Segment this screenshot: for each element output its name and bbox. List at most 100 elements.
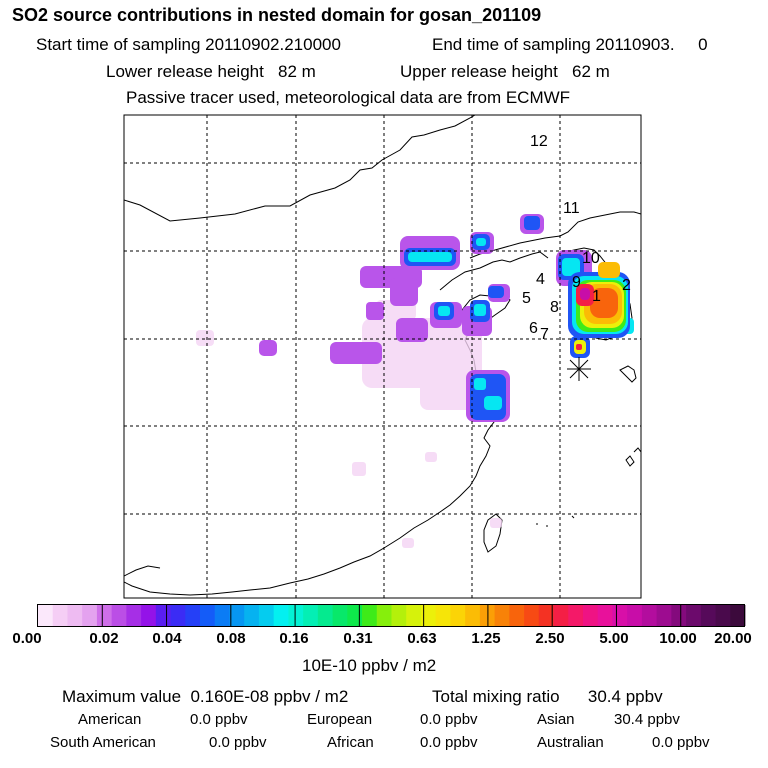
source-label: 12 — [530, 133, 548, 150]
region-value: 0.0 ppbv — [420, 711, 478, 728]
region-name: African — [327, 734, 374, 751]
taiwan — [483, 513, 503, 553]
source-label: 4 — [536, 271, 545, 288]
colorbar-tick: 20.00 — [714, 630, 752, 647]
bohai-coast-north — [439, 251, 549, 291]
colorbar-swatch — [568, 605, 584, 626]
colorbar-tick: 1.25 — [471, 630, 501, 647]
colorbar-swatch — [111, 605, 127, 626]
receptor-marker-icon — [567, 357, 591, 381]
colorbar-swatch — [686, 605, 702, 626]
source-label: 1 — [592, 288, 601, 305]
upper-release-height: Upper release height 62 m — [400, 62, 610, 81]
colorbar-swatch — [627, 605, 643, 626]
colorbar-swatch — [273, 605, 289, 626]
so2-plumes — [196, 214, 634, 548]
colorbar-swatch — [538, 605, 554, 626]
colorbar-swatch — [435, 605, 451, 626]
colorbar-swatch — [332, 605, 348, 626]
map-panel: 12 11 10 4 9 1 2 5 8 6 7 — [123, 114, 642, 599]
colorbar-swatch — [597, 605, 613, 626]
colorbar-swatch — [67, 605, 83, 626]
small-islands — [536, 515, 575, 527]
map-frame — [123, 114, 642, 599]
colorbar-tick: 0.04 — [152, 630, 182, 647]
region-name: South American — [50, 734, 156, 751]
korea-hotspot — [568, 262, 630, 358]
map-title: SO2 source contributions in nested domai… — [12, 5, 542, 25]
end-time-sampling: End time of sampling 20110903. 0 — [432, 35, 708, 54]
colorbar-swatch — [376, 605, 392, 626]
colorbar-swatch — [229, 605, 245, 626]
japan-island-3 — [633, 447, 641, 453]
colorbar-swatch — [317, 605, 333, 626]
colorbar-swatch — [494, 605, 510, 626]
colorbar-swatch — [553, 605, 569, 626]
colorbar-cells — [38, 605, 746, 626]
colorbar-swatch — [582, 605, 599, 626]
colorbar-swatch — [244, 605, 260, 626]
colorbar-swatch — [200, 605, 216, 626]
colorbar-tick: 0.08 — [216, 630, 246, 647]
colorbar-tick: 0.02 — [89, 630, 119, 647]
colorbar-swatch — [38, 605, 54, 626]
maximum-value: Maximum value 0.160E-08 ppbv / m2 — [62, 687, 349, 706]
colorbar-swatch — [141, 605, 157, 626]
colorbar-swatch — [612, 605, 628, 626]
sw-coast — [124, 565, 161, 577]
start-time-sampling: Start time of sampling 20110902.210000 — [36, 35, 341, 54]
source-label: 11 — [563, 200, 580, 217]
colorbar-swatch — [170, 605, 186, 626]
colorbar-tick: 0.00 — [12, 630, 42, 647]
haze-layer — [196, 300, 502, 548]
colorbar-tick: 0.16 — [279, 630, 309, 647]
colorbar-tick: 2.50 — [535, 630, 565, 647]
colorbar-swatch — [715, 605, 731, 626]
lower-release-height: Lower release height 82 m — [106, 62, 316, 81]
region-name: Asian — [537, 711, 575, 728]
region-value: 0.0 ppbv — [420, 734, 478, 751]
colorbar-swatch — [391, 605, 407, 626]
colorbar-swatch — [700, 605, 716, 626]
source-label: 5 — [522, 290, 531, 307]
colorbar-tick: 0.31 — [343, 630, 373, 647]
colorbar-swatch — [656, 605, 672, 626]
colorbar-swatch — [347, 605, 363, 626]
source-labels: 12 11 10 4 9 1 2 5 8 6 7 — [522, 133, 631, 343]
colorbar-swatch — [214, 605, 230, 626]
source-label: 8 — [550, 299, 559, 316]
colorbar-swatch — [671, 605, 687, 626]
colorbar-swatch — [420, 605, 437, 626]
total-mixing-ratio: Total mixing ratio 30.4 ppbv — [432, 687, 663, 706]
region-name: American — [78, 711, 142, 728]
tracer-note: Passive tracer used, meteorological data… — [126, 88, 571, 107]
source-label: 10 — [582, 250, 600, 267]
colorbar-tick: 5.00 — [599, 630, 629, 647]
colorbar-swatch — [52, 605, 68, 626]
region-value: 30.4 ppbv — [614, 711, 680, 728]
colorbar-swatch — [465, 605, 481, 626]
colorbar — [37, 604, 746, 627]
colorbar-swatch — [82, 605, 98, 626]
colorbar-swatch — [258, 605, 275, 626]
colorbar-swatch — [155, 605, 171, 626]
colorbar-swatch — [362, 605, 378, 626]
region-value: 0.0 ppbv — [652, 734, 710, 751]
northern-border — [124, 115, 476, 222]
source-label: 2 — [622, 277, 631, 294]
japan-island-2 — [625, 455, 635, 467]
source-label: 7 — [540, 326, 549, 343]
colorbar-tick: 10.00 — [659, 630, 697, 647]
colorbar-swatch — [730, 605, 746, 626]
colorbar-swatch — [641, 605, 658, 626]
colorbar-swatch — [406, 605, 422, 626]
colorbar-swatch — [185, 605, 201, 626]
coastlines — [124, 115, 641, 596]
colorbar-tick: 0.63 — [407, 630, 437, 647]
colorbar-swatch — [96, 605, 113, 626]
region-value: 0.0 ppbv — [190, 711, 248, 728]
colorbar-swatch — [303, 605, 319, 626]
graticule — [124, 115, 641, 598]
ne-border — [469, 211, 641, 259]
source-label: 9 — [572, 274, 581, 291]
